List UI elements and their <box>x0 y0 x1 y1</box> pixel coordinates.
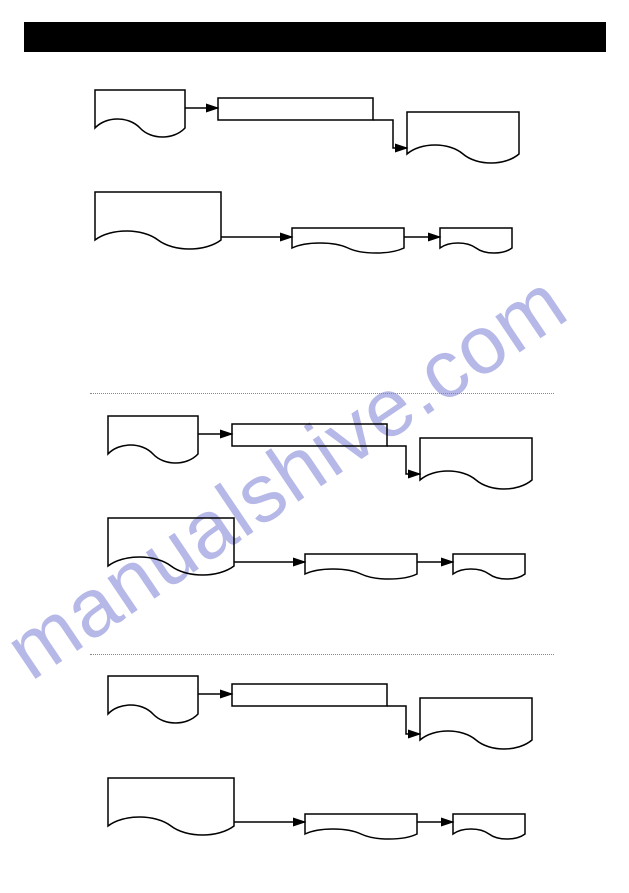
flow-document-shape <box>95 192 221 249</box>
flow-document-shape <box>108 778 234 835</box>
flow-document-shape <box>407 112 519 163</box>
section-divider <box>90 654 554 655</box>
flow-document-shape <box>420 438 532 489</box>
flow-arrow <box>387 706 420 734</box>
flow-document-shape <box>453 814 525 839</box>
flow-arrow <box>387 446 420 474</box>
flowchart-diagram <box>0 0 629 893</box>
flow-document-shape <box>420 698 532 749</box>
flow-document-shape <box>305 814 417 839</box>
flow-document-shape <box>453 554 525 579</box>
flow-document-shape <box>305 554 417 579</box>
flow-arrow <box>373 120 407 148</box>
flow-rect <box>232 684 387 706</box>
flow-document-shape <box>95 90 185 137</box>
flow-document-shape <box>108 676 198 723</box>
flow-document-shape <box>440 228 512 253</box>
flow-document-shape <box>108 416 198 463</box>
flow-rect <box>218 98 373 120</box>
flow-document-shape <box>108 518 234 575</box>
flow-document-shape <box>292 228 404 253</box>
section-divider <box>90 393 554 394</box>
flow-rect <box>232 424 387 446</box>
